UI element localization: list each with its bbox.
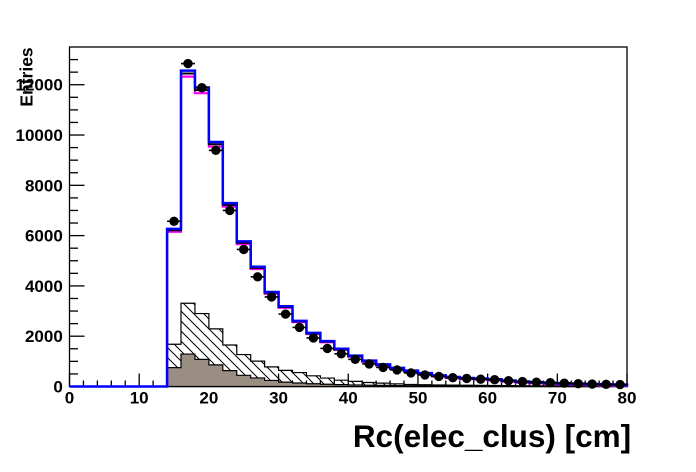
svg-text:12000: 12000 bbox=[16, 76, 63, 95]
svg-text:6000: 6000 bbox=[25, 227, 63, 246]
svg-text:60: 60 bbox=[478, 389, 497, 408]
svg-text:20: 20 bbox=[199, 389, 218, 408]
svg-text:0: 0 bbox=[53, 378, 62, 397]
svg-text:4000: 4000 bbox=[25, 277, 63, 296]
svg-text:10000: 10000 bbox=[16, 126, 63, 145]
svg-text:70: 70 bbox=[548, 389, 567, 408]
svg-text:Entries: Entries bbox=[17, 47, 37, 107]
svg-text:50: 50 bbox=[408, 389, 427, 408]
svg-text:Rc(elec_clus) [cm]: Rc(elec_clus) [cm] bbox=[353, 418, 631, 454]
svg-text:8000: 8000 bbox=[25, 176, 63, 195]
svg-text:30: 30 bbox=[269, 389, 288, 408]
svg-text:80: 80 bbox=[618, 389, 637, 408]
svg-text:0: 0 bbox=[65, 389, 74, 408]
svg-text:10: 10 bbox=[130, 389, 149, 408]
svg-text:2000: 2000 bbox=[25, 327, 63, 346]
svg-text:40: 40 bbox=[339, 389, 358, 408]
